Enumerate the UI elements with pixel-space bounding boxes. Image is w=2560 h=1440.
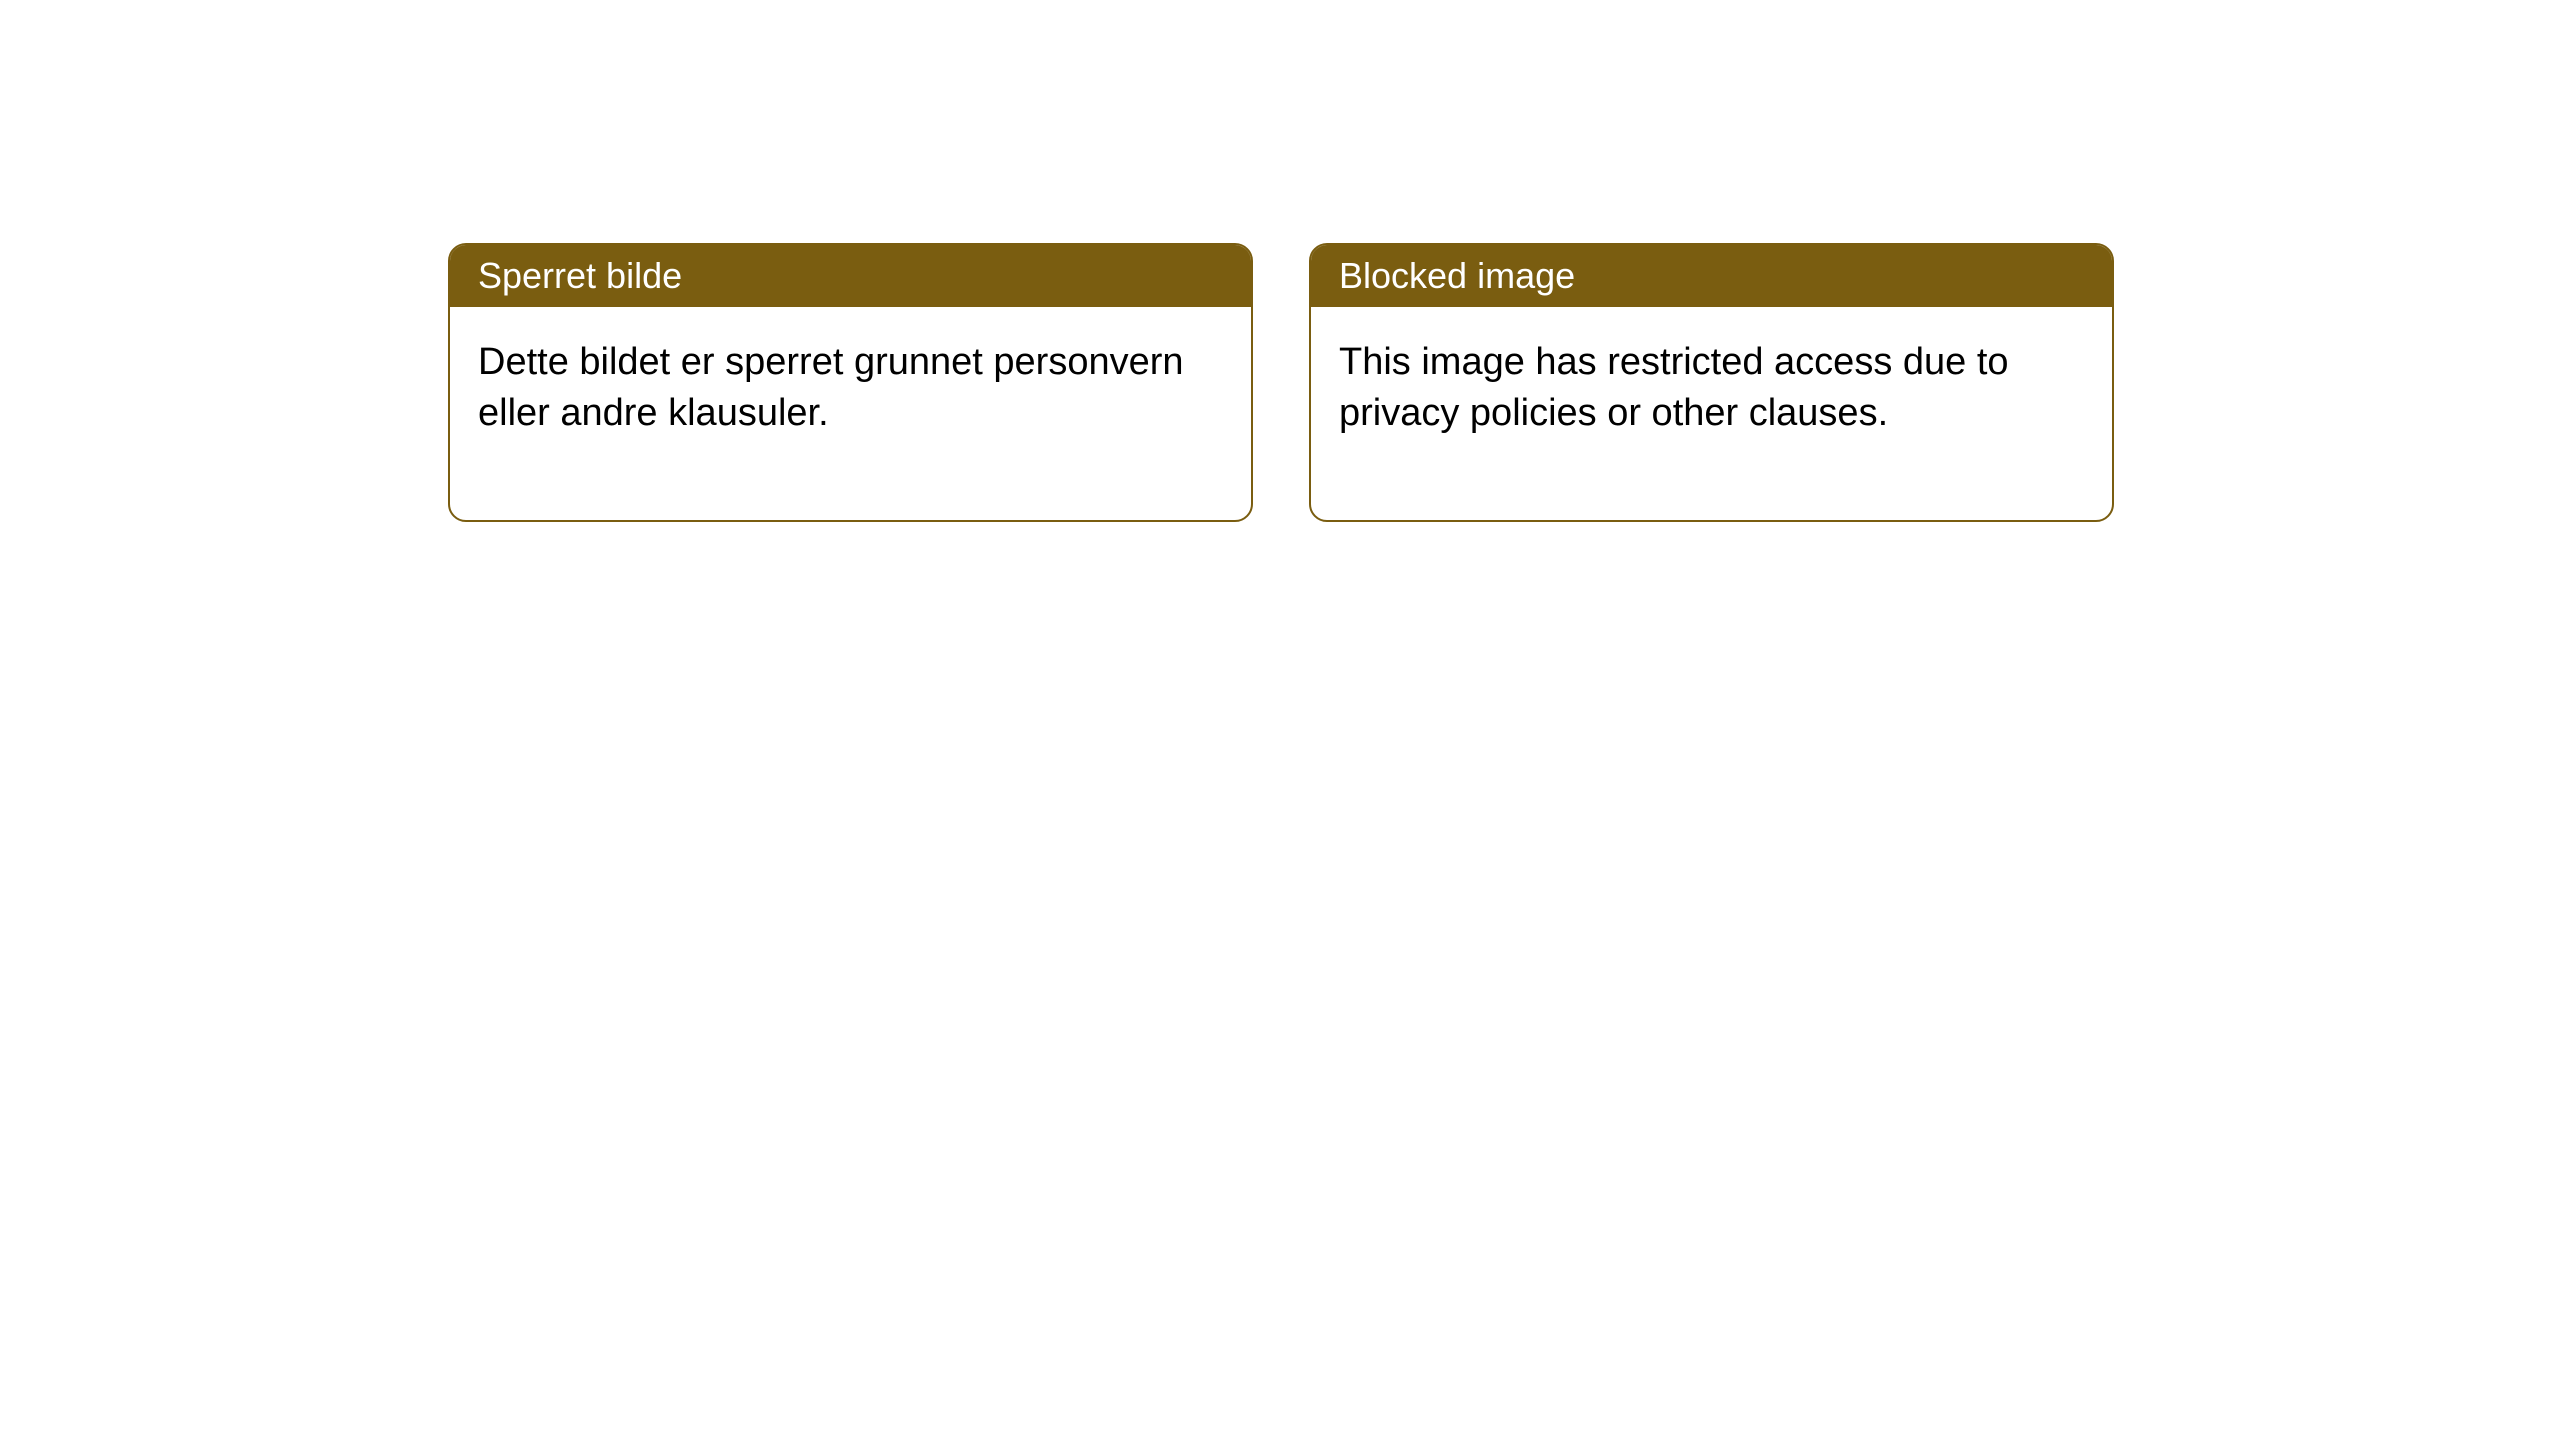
notice-title-english: Blocked image (1339, 255, 1575, 296)
notice-container: Sperret bilde Dette bildet er sperret gr… (0, 0, 2560, 522)
notice-header-english: Blocked image (1311, 245, 2112, 307)
notice-body-english: This image has restricted access due to … (1311, 307, 2112, 520)
notice-text-english: This image has restricted access due to … (1339, 341, 2009, 434)
notice-body-norwegian: Dette bildet er sperret grunnet personve… (450, 307, 1251, 520)
notice-text-norwegian: Dette bildet er sperret grunnet personve… (478, 341, 1184, 434)
notice-header-norwegian: Sperret bilde (450, 245, 1251, 307)
notice-title-norwegian: Sperret bilde (478, 255, 682, 296)
notice-card-english: Blocked image This image has restricted … (1309, 243, 2114, 522)
notice-card-norwegian: Sperret bilde Dette bildet er sperret gr… (448, 243, 1253, 522)
